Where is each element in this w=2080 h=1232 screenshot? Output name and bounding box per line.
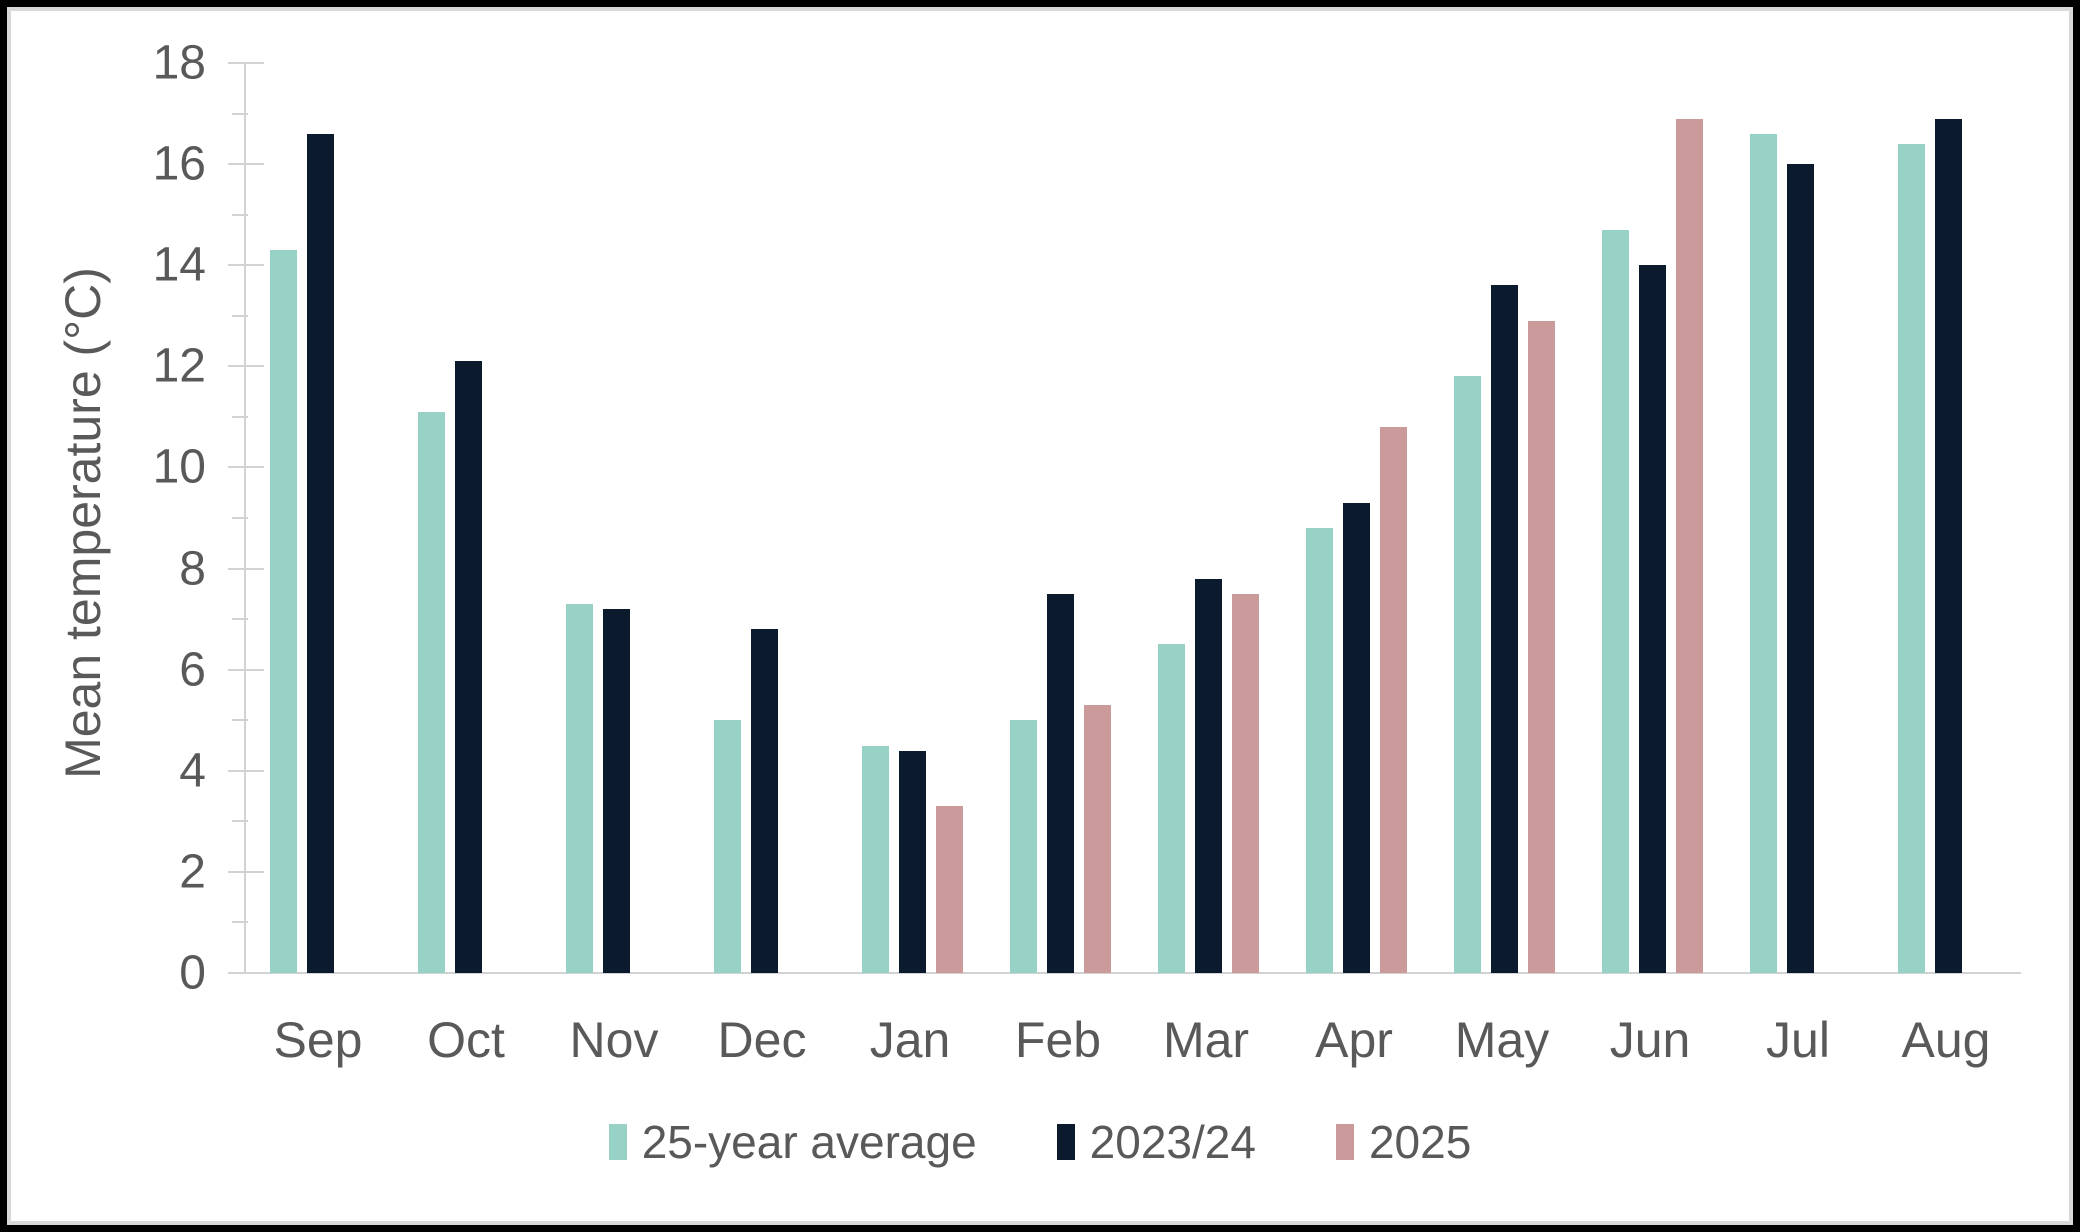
y-tick-label: 0 — [179, 946, 206, 1000]
bar-2023-24-jul — [1787, 164, 1814, 973]
y-minor-tick — [232, 213, 248, 216]
bar-25-year-average-may — [1454, 376, 1481, 973]
bar-2025-mar — [1232, 593, 1259, 973]
legend-item: 2025 — [1335, 1115, 1472, 1169]
bar-2025-jan — [936, 806, 963, 973]
y-minor-tick — [232, 719, 248, 722]
bar-25-year-average-sep — [270, 250, 297, 973]
y-tick-label: 18 — [152, 36, 206, 90]
y-minor-tick — [232, 314, 248, 317]
y-tick-label: 14 — [152, 238, 206, 292]
y-tick-label: 2 — [179, 845, 206, 899]
y-major-tick — [228, 567, 264, 570]
y-major-tick — [228, 163, 264, 166]
bar-2023-24-may — [1491, 285, 1518, 973]
y-minor-tick — [232, 820, 248, 823]
bar-2025-may — [1528, 320, 1555, 973]
legend: 25-year average 2023/24 2025 — [11, 1115, 2069, 1169]
legend-label: 2023/24 — [1089, 1116, 1256, 1168]
x-tick-label-may: May — [1454, 1012, 1550, 1068]
x-tick-label-mar: Mar — [1162, 1012, 1250, 1068]
bar-2025-apr — [1380, 427, 1407, 973]
bar-25-year-average-apr — [1306, 528, 1333, 973]
bar-25-year-average-jul — [1750, 133, 1777, 973]
bar-2023-24-aug — [1935, 118, 1962, 973]
bar-25-year-average-jun — [1602, 229, 1629, 973]
x-tick-label-feb: Feb — [1014, 1012, 1102, 1068]
x-tick-label-apr: Apr — [1315, 1012, 1393, 1068]
y-major-tick — [228, 972, 264, 974]
bar-2023-24-sep — [307, 133, 334, 973]
bar-2023-24-apr — [1343, 502, 1370, 973]
bar-2023-24-feb — [1047, 593, 1074, 973]
y-tick-label: 12 — [152, 339, 206, 393]
y-major-tick — [228, 365, 264, 368]
legend-swatch — [1056, 1124, 1075, 1160]
bar-2023-24-oct — [455, 361, 482, 973]
y-minor-tick — [232, 112, 248, 115]
x-tick-label-jan: Jan — [869, 1012, 951, 1068]
legend-swatch — [1335, 1124, 1354, 1160]
bar-25-year-average-jan — [862, 745, 889, 973]
y-major-tick — [228, 62, 264, 64]
plot-area: Mean temperature (°C) 25-year average 202… — [11, 11, 2069, 1221]
bar-25-year-average-aug — [1898, 143, 1925, 973]
bar-25-year-average-feb — [1010, 720, 1037, 973]
bar-25-year-average-dec — [714, 720, 741, 973]
x-tick-label-nov: Nov — [569, 1012, 659, 1068]
bar-2023-24-dec — [751, 629, 778, 973]
bar-2023-24-jan — [899, 750, 926, 973]
y-major-tick — [228, 264, 264, 267]
bar-2025-feb — [1084, 705, 1111, 973]
y-major-tick — [228, 769, 264, 772]
y-major-tick — [228, 870, 264, 873]
x-tick-label-aug: Aug — [1901, 1012, 1991, 1068]
y-minor-tick — [232, 517, 248, 519]
legend-swatch — [608, 1124, 627, 1160]
y-minor-tick — [232, 618, 248, 621]
y-minor-tick — [232, 415, 248, 418]
bar-2023-24-jun — [1639, 265, 1666, 973]
legend-item: 25-year average — [608, 1115, 977, 1169]
y-minor-tick — [232, 921, 248, 924]
y-tick-label: 4 — [179, 744, 206, 798]
y-major-tick — [228, 668, 264, 671]
bar-2023-24-mar — [1195, 578, 1222, 973]
legend-label: 2025 — [1368, 1116, 1472, 1168]
y-major-tick — [228, 466, 264, 469]
bar-2023-24-nov — [603, 609, 630, 973]
x-axis-line — [244, 972, 2021, 974]
x-tick-label-dec: Dec — [717, 1012, 807, 1068]
legend-label: 25-year average — [641, 1116, 977, 1168]
bar-25-year-average-nov — [566, 603, 593, 973]
y-tick-label: 6 — [179, 643, 206, 697]
y-tick-label: 10 — [152, 440, 206, 494]
bar-25-year-average-mar — [1158, 644, 1185, 973]
x-tick-label-jun: Jun — [1609, 1012, 1691, 1068]
x-tick-label-sep: Sep — [273, 1012, 363, 1068]
bar-2025-jun — [1676, 118, 1703, 973]
y-tick-label: 8 — [179, 542, 206, 596]
legend-item: 2023/24 — [1056, 1115, 1256, 1169]
y-tick-label: 16 — [152, 137, 206, 191]
x-tick-label-oct: Oct — [427, 1012, 505, 1068]
x-tick-label-jul: Jul — [1766, 1012, 1830, 1068]
bar-25-year-average-oct — [418, 411, 445, 973]
